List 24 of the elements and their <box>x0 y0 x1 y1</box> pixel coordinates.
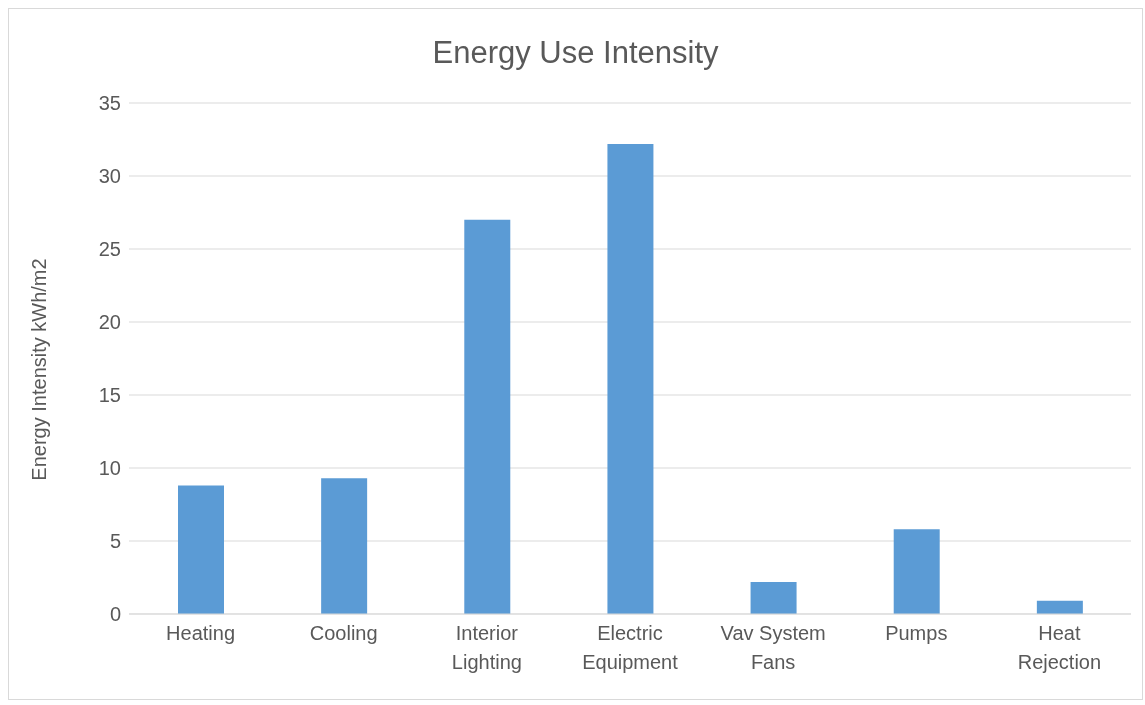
bar <box>1036 600 1083 614</box>
bar <box>750 581 797 614</box>
x-tick-label: Heating <box>166 622 236 644</box>
x-tick-label: Interior Lighting <box>451 622 522 673</box>
y-tick-label: 0 <box>109 603 121 626</box>
y-axis-title: Energy Intensity kWh/m2 <box>27 257 51 481</box>
y-tick-label: 15 <box>98 384 121 407</box>
x-tick-label: Electric Equipment <box>582 622 679 673</box>
bar <box>178 485 224 614</box>
y-tick-label: 30 <box>98 165 121 188</box>
y-tick-label: 20 <box>98 311 121 334</box>
x-tick-label: Cooling <box>309 622 378 644</box>
x-tick-label: Heat Rejection <box>1017 622 1102 673</box>
y-tick-label: 25 <box>98 238 121 261</box>
bar <box>321 478 368 614</box>
x-tick-label: Pumps <box>885 622 948 644</box>
y-tick-label: 10 <box>98 457 121 480</box>
x-tick-label: Vav System Fans <box>720 622 826 673</box>
bar <box>464 219 511 614</box>
bar <box>893 529 940 614</box>
y-tick-label: 5 <box>109 530 121 553</box>
chart-title: Energy Use Intensity <box>431 35 720 71</box>
y-tick-label: 35 <box>98 92 121 115</box>
bar <box>607 143 654 614</box>
